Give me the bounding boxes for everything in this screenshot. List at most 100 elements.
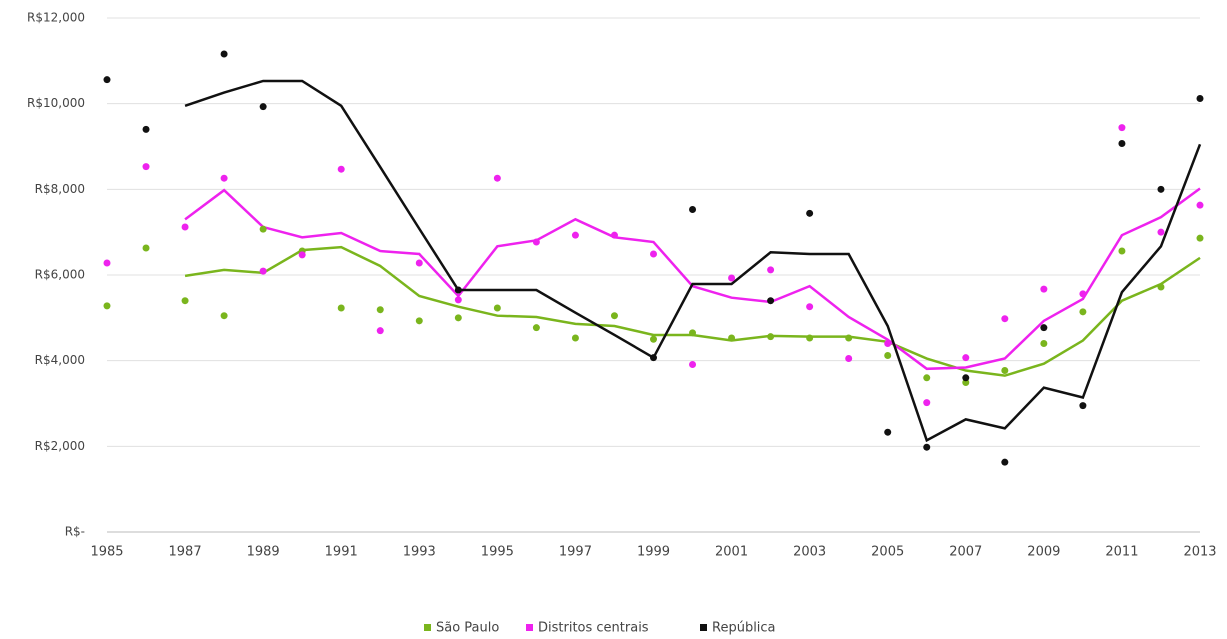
data-point [298,251,306,259]
data-point [571,231,579,239]
data-point [1196,95,1204,103]
data-point [806,303,814,311]
data-point [259,103,267,111]
x-tick-label: 2007 [949,545,982,560]
data-point [532,238,540,246]
data-point [220,312,228,320]
x-tick-label: 2009 [1027,545,1060,560]
data-point [650,250,657,258]
data-point [220,50,228,58]
data-point [689,329,697,337]
data-point [962,374,970,382]
x-tick-label: 2011 [1105,545,1138,560]
y-tick-label: R$- [65,525,85,539]
data-point [259,225,267,233]
x-tick-label: 2001 [715,545,748,560]
data-point [650,335,657,343]
data-point [1118,140,1126,148]
data-point [493,174,501,182]
data-point [220,174,228,182]
data-point [923,374,931,382]
data-point [689,205,697,213]
legend-label: Distritos centrais [538,621,649,636]
data-point [1196,201,1204,209]
data-point [181,223,189,231]
x-tick-label: 1993 [403,545,436,560]
data-point [806,209,814,217]
data-point [767,297,775,305]
data-point [181,297,189,305]
data-point [845,334,853,342]
y-tick-label: R$4,000 [35,353,85,367]
data-point [650,354,657,362]
data-point [1001,315,1009,323]
data-point [923,399,931,407]
x-tick-label: 1999 [637,545,670,560]
data-point [923,443,931,451]
data-point [103,76,111,84]
data-point [1196,234,1204,242]
data-point [1001,458,1009,466]
data-point [884,428,892,436]
data-point [1157,228,1165,236]
legend-swatch [700,624,707,631]
data-point [571,334,579,342]
data-point [493,304,501,312]
data-point [454,286,462,294]
data-point [103,302,111,310]
data-point [454,296,462,304]
data-point [728,334,736,342]
x-tick-label: 2005 [871,545,904,560]
data-point [1118,247,1126,255]
data-point [767,266,775,274]
data-point [962,354,970,362]
data-point [1040,285,1048,293]
x-tick-label: 2013 [1183,545,1216,560]
data-point [689,361,697,369]
data-point [884,340,892,348]
data-point [806,334,814,342]
legend-label: República [712,621,776,636]
data-point [142,163,150,171]
data-point [376,327,384,335]
data-point [1001,367,1009,375]
x-tick-label: 2003 [793,545,826,560]
data-point [103,259,111,267]
y-tick-label: R$6,000 [35,268,85,282]
data-point [142,244,150,252]
x-tick-label: 1989 [247,545,280,560]
data-point [337,304,345,312]
x-tick-label: 1987 [169,545,202,560]
data-point [845,355,853,363]
data-point [532,324,540,332]
data-point [728,274,736,282]
data-point [415,259,423,267]
x-tick-label: 1997 [559,545,592,560]
legend-swatch [424,624,431,631]
data-point [1157,185,1165,193]
y-tick-label: R$10,000 [27,96,85,110]
data-point [415,317,423,325]
data-point [884,352,892,360]
data-point [454,314,462,322]
data-point [337,165,345,173]
data-point [1079,308,1087,316]
data-point [1118,124,1126,132]
x-tick-label: 1995 [481,545,514,560]
data-point [259,267,267,275]
x-tick-label: 1991 [325,545,358,560]
legend-label: São Paulo [436,621,499,636]
legend-swatch [526,624,533,631]
x-tick-label: 1985 [90,545,123,560]
data-point [376,306,384,314]
data-point [1040,324,1048,332]
data-point [1040,340,1048,348]
y-tick-label: R$2,000 [35,439,85,453]
data-point [1079,402,1087,410]
data-point [1157,283,1165,291]
y-tick-label: R$12,000 [27,11,85,25]
trend-line [184,245,1201,377]
trend-line [184,187,1201,371]
trend-line [184,79,1202,443]
